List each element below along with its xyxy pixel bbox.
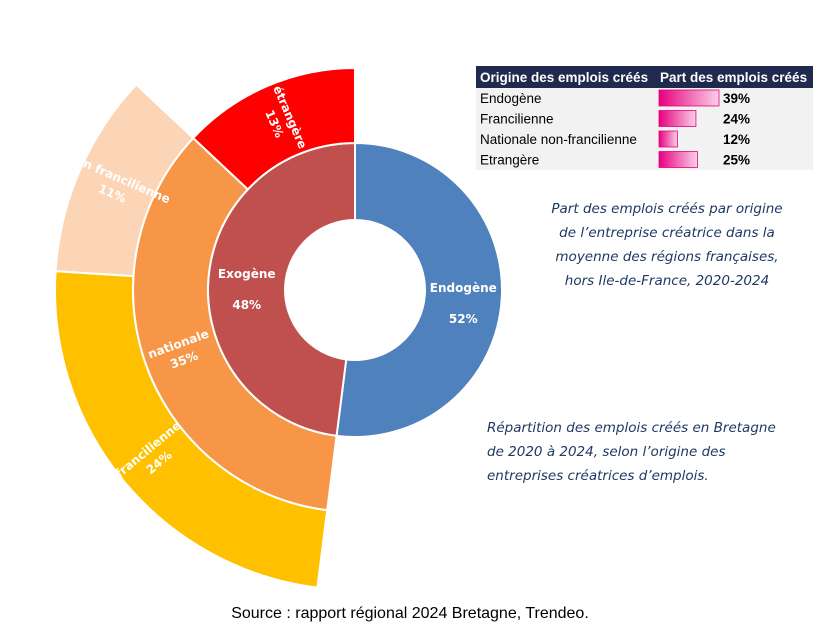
segment-name: Exogène: [218, 267, 276, 281]
caption-line: Part des emplois créés par origine: [551, 201, 782, 217]
data-bar: [658, 151, 698, 168]
row-name: Endogène: [480, 91, 542, 106]
row-name: Etrangère: [480, 153, 539, 168]
sunburst-segment: [335, 141, 503, 438]
caption-line: hors Ile-de-France, 2020-2024: [565, 273, 769, 289]
caption-line: entreprises créatrices d’emplois.: [487, 468, 709, 484]
table-header-bg: [476, 66, 813, 88]
row-value: 12%: [723, 132, 750, 147]
data-bar: [658, 110, 697, 127]
caption-line: de l’entreprise créatrice dans la: [559, 225, 775, 241]
sunburst-segment: [54, 83, 195, 278]
segment-label: Endogène 52%: [430, 281, 497, 326]
row-value: 24%: [723, 112, 750, 127]
table-header: Origine des emplois créés: [480, 70, 648, 85]
table-body-bg: [476, 88, 813, 170]
captions: Part des emplois créés par origine de l’e…: [487, 201, 783, 484]
row-name: Francilienne: [480, 112, 554, 127]
data-bar: [658, 89, 720, 107]
source: Source : rapport régional 2024 Bretagne,…: [231, 605, 589, 622]
row-value: 25%: [723, 153, 750, 168]
sunburst-segment: [54, 270, 329, 589]
caption-line: de 2020 à 2024, selon l’origine des: [487, 444, 726, 460]
segment-value: 52%: [449, 312, 478, 326]
table-header: Part des emplois créés: [660, 70, 807, 85]
row-value: 39%: [723, 91, 750, 106]
table: Origine des emplois créés Part des emplo…: [476, 66, 813, 170]
segment-label: Exogène 48%: [218, 267, 276, 312]
sunburst-segment: [191, 66, 356, 191]
sunburst: Endogène52%Exogène48%nationale35%francil…: [54, 66, 503, 589]
row-name: Nationale non-francilienne: [480, 132, 637, 147]
caption-line: moyenne des régions françaises,: [555, 249, 778, 265]
data-bar: [658, 130, 678, 148]
caption-line: Répartition des emplois créés en Bretagn…: [487, 420, 776, 436]
segment-name: Endogène: [430, 281, 497, 295]
segment-value: 48%: [232, 298, 261, 312]
